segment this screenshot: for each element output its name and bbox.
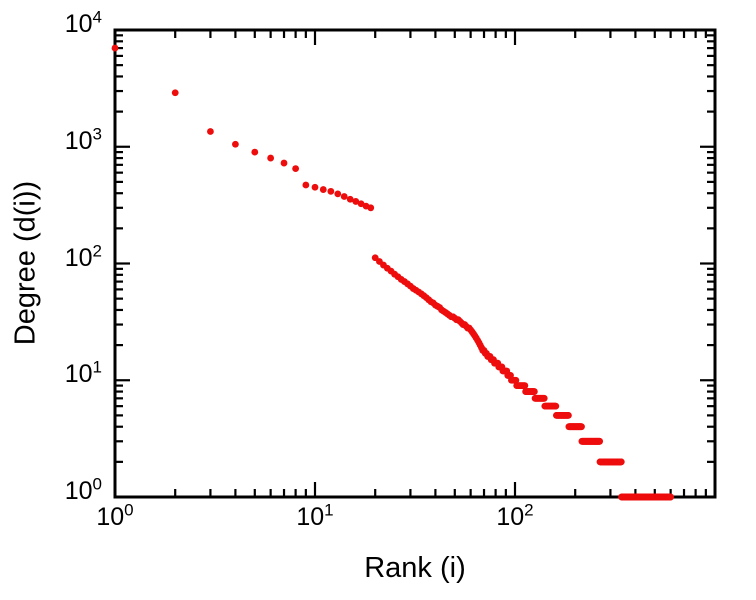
y-axis-label: Degree (d(i)): [9, 180, 42, 346]
y-ticks: [115, 28, 715, 499]
plot-frame: [113, 28, 717, 499]
x-ticks: [113, 30, 717, 497]
scatter-points: [111, 44, 675, 501]
x-axis-label: Rank (i): [364, 552, 466, 584]
